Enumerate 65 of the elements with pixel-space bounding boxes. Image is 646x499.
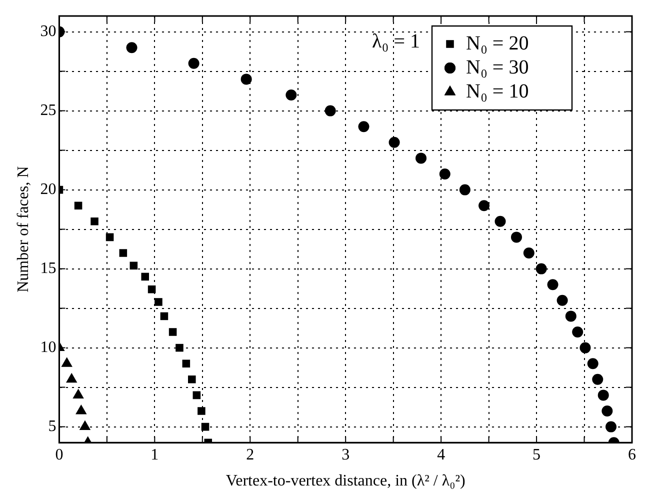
point (90, 218, 98, 226)
y-tick-label: 5 (48, 418, 56, 436)
point (176, 344, 184, 352)
annotation: λ₀ = 1 (372, 30, 420, 52)
point (79, 420, 91, 430)
x-tick-label: 2 (246, 446, 254, 464)
point (148, 285, 156, 294)
point (565, 310, 576, 322)
y-tick-label: 30 (40, 23, 56, 40)
point (240, 74, 252, 85)
point (188, 376, 196, 384)
y-tick-label: 15 (40, 260, 56, 278)
point (106, 233, 114, 242)
point (154, 298, 162, 306)
point (141, 272, 150, 281)
x-tick-label: 0 (55, 446, 64, 464)
point (478, 200, 490, 212)
point (76, 404, 87, 414)
point (160, 312, 168, 320)
point (168, 328, 177, 336)
point (605, 421, 616, 432)
y-tick-label: 25 (40, 102, 56, 120)
point (74, 202, 82, 210)
point (523, 248, 534, 258)
x-tick-label: 5 (532, 446, 541, 464)
point (198, 407, 206, 415)
point (439, 168, 450, 180)
y-axis-title: Number of faces, N (14, 166, 32, 292)
point (459, 184, 470, 196)
x-axis-title: Vertex-to-vertex distance, in (λ² / λ₀²) (226, 472, 466, 490)
point (188, 58, 200, 69)
point (358, 121, 370, 132)
x-tick-label: 1 (150, 446, 159, 464)
x-tick-label: 6 (628, 446, 636, 464)
point (66, 372, 78, 383)
point (494, 216, 506, 227)
point (286, 90, 297, 100)
point (556, 294, 568, 306)
point (536, 263, 547, 274)
point (547, 279, 558, 290)
point (388, 136, 400, 148)
legend-label: N₀ = 20 (466, 32, 529, 54)
point (572, 326, 584, 338)
point (598, 390, 609, 401)
point (592, 374, 604, 385)
point (587, 358, 598, 370)
point (201, 422, 210, 431)
point (416, 152, 427, 164)
point (126, 42, 138, 54)
point (72, 388, 84, 398)
point (182, 360, 190, 368)
x-tick-label: 3 (342, 446, 350, 464)
legend-label: N₀ = 10 (466, 80, 529, 102)
point (119, 249, 128, 257)
legend-label: N₀ = 30 (466, 56, 529, 78)
point (130, 262, 138, 270)
point (324, 105, 336, 116)
point (580, 342, 591, 354)
point (602, 406, 613, 416)
point (61, 357, 72, 367)
x-tick-label: 4 (437, 446, 446, 464)
y-tick-label: 20 (40, 181, 56, 198)
y-tick-label: 10 (40, 339, 56, 356)
point (510, 232, 522, 243)
point (192, 391, 201, 400)
